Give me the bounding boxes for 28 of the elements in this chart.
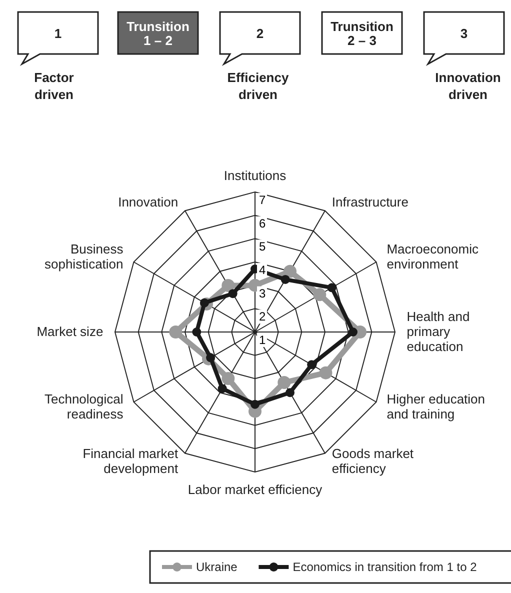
text: 1 bbox=[54, 26, 62, 41]
spoke-label: Higher education and training bbox=[386, 391, 486, 422]
legend-label: Economics in transition from 1 to 2 bbox=[292, 560, 478, 574]
spoke-label: Innovation bbox=[118, 194, 178, 210]
spoke-label: Market size bbox=[36, 324, 104, 339]
spoke-label: Labor market efficiency bbox=[188, 482, 323, 497]
y-tick-label: 7 bbox=[259, 193, 266, 207]
spoke-label: Financial market development bbox=[82, 446, 178, 476]
spoke-label: Goods market efficiency bbox=[332, 446, 414, 476]
y-tick-label: 2 bbox=[259, 310, 266, 324]
y-tick-label: 3 bbox=[259, 286, 266, 300]
spoke-label: Health and primary education bbox=[406, 309, 470, 354]
text: Factor driven bbox=[34, 70, 74, 102]
text: Trunsition 2 – 3 bbox=[330, 19, 394, 48]
spoke-label: Technological readiness bbox=[44, 391, 124, 422]
y-tick-label: 6 bbox=[259, 216, 266, 230]
text: 3 bbox=[460, 26, 468, 41]
spoke-label: Macroeconomic environment bbox=[386, 242, 479, 272]
y-tick-label: 1 bbox=[259, 333, 266, 347]
spoke-label: Infrastructure bbox=[332, 194, 408, 210]
spoke-label: Business sophistication bbox=[44, 242, 124, 272]
spoke-label: Institutions bbox=[224, 168, 287, 184]
legend-label: Ukraine bbox=[196, 560, 238, 574]
y-tick-label: 5 bbox=[259, 240, 266, 254]
text: Innovation driven bbox=[435, 70, 501, 102]
y-tick-label: 4 bbox=[259, 263, 266, 277]
text: Trunsition 1 – 2 bbox=[126, 19, 190, 48]
text: Efficiency driven bbox=[227, 70, 290, 102]
